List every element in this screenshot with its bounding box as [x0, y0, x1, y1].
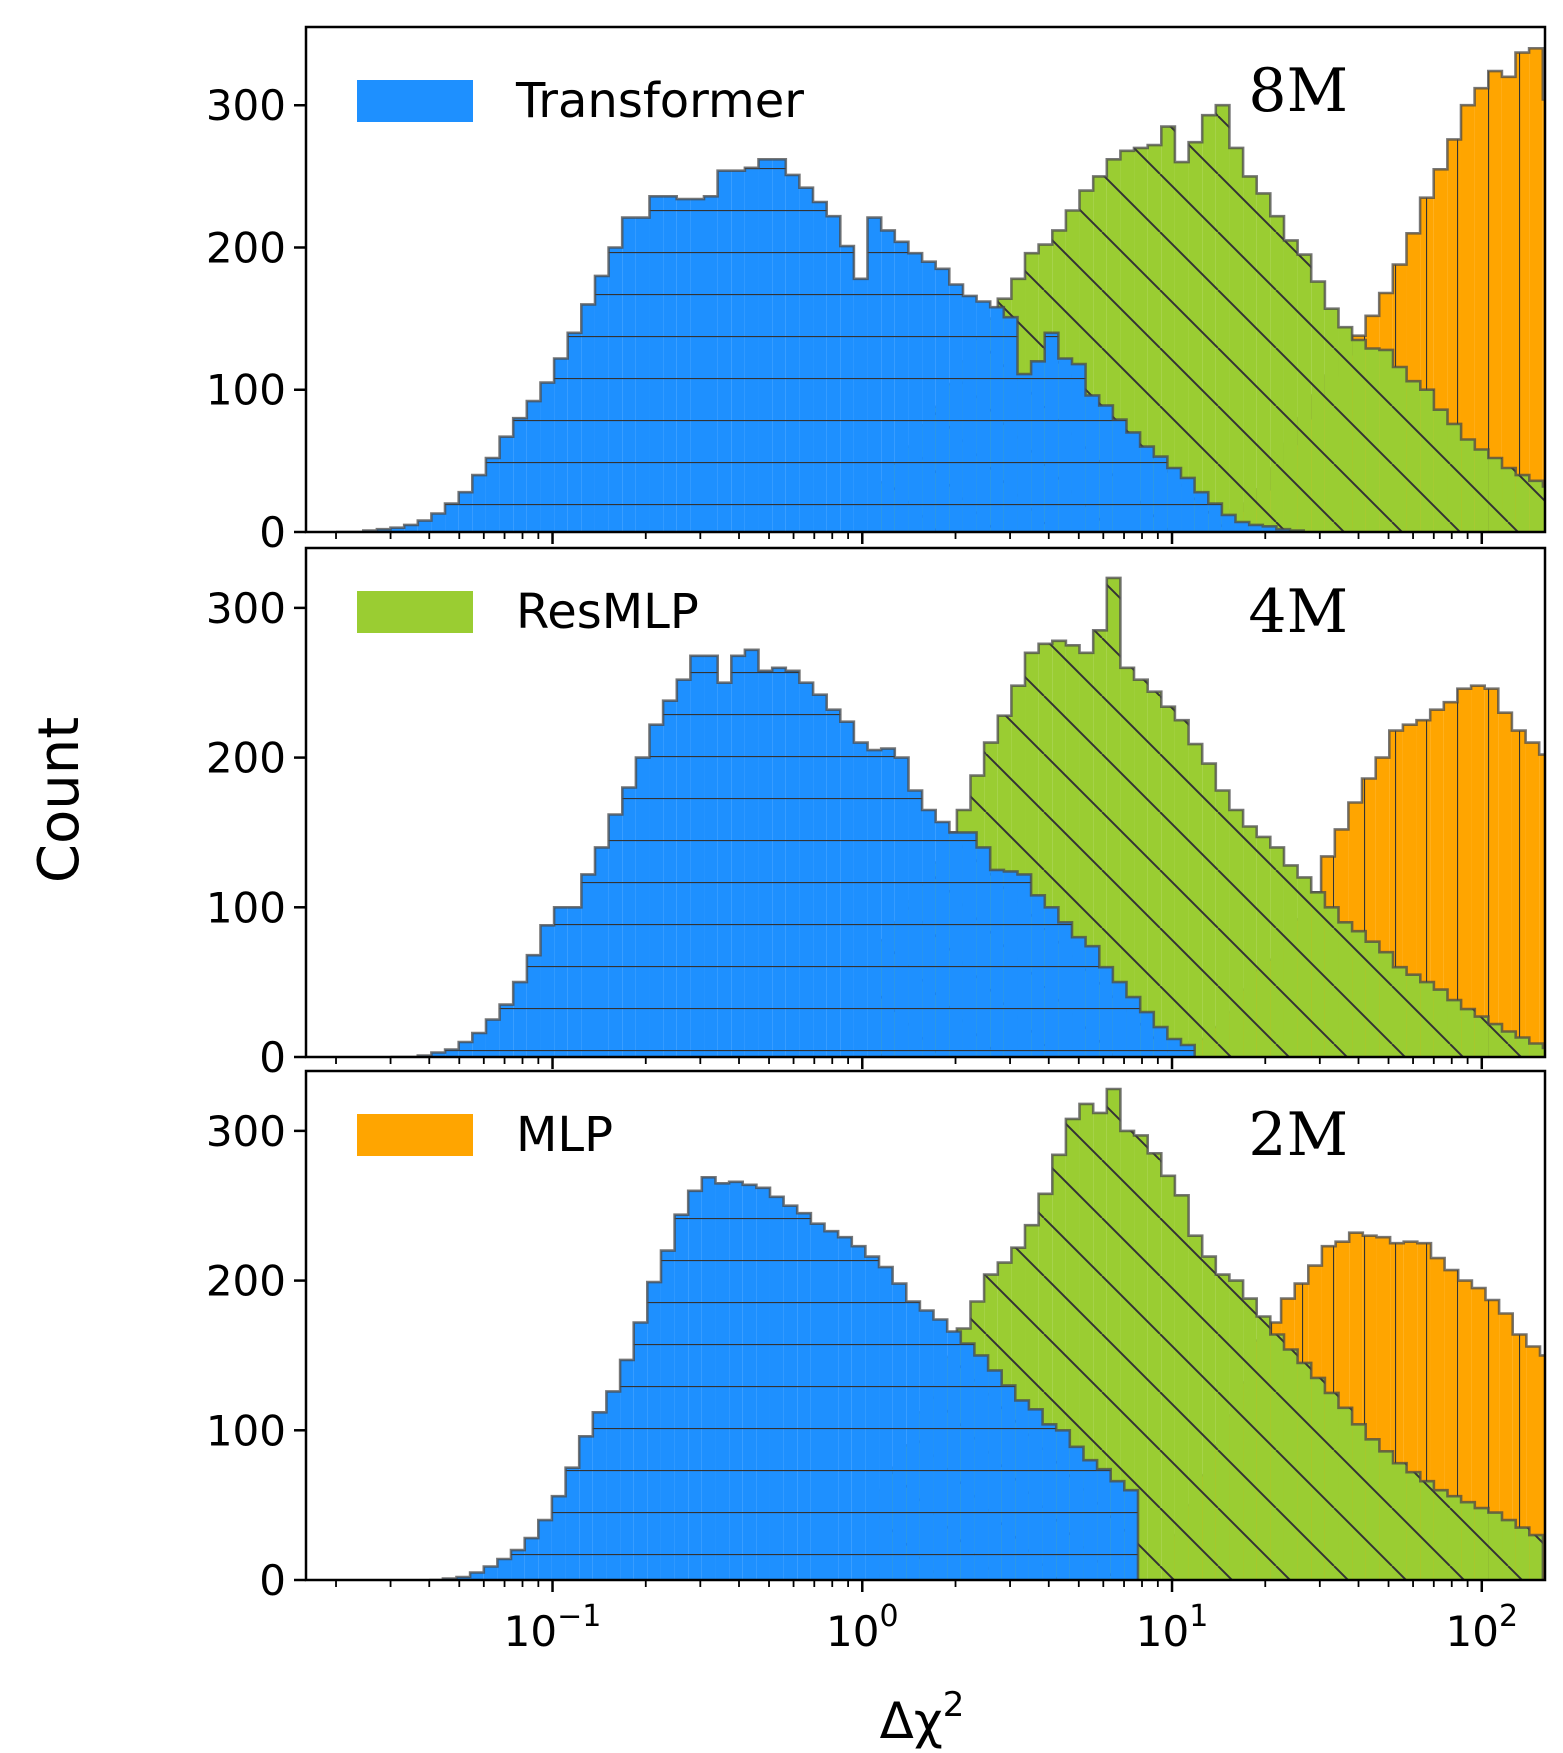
y-tick-label: 200 — [206, 1257, 286, 1306]
y-axis-title: Count — [27, 717, 92, 883]
panel-label: 4M — [1248, 577, 1348, 647]
panel-2M: 0 100 200 300 MLP 2M — [206, 1069, 1563, 1605]
y-tick-label: 100 — [206, 883, 286, 932]
panel-frame — [304, 1069, 1547, 1582]
legend-swatch — [357, 591, 473, 633]
panel-4M: 0 100 200 300 ResMLP 4M — [206, 546, 1563, 1082]
x-tick-label: 10−1 — [504, 1599, 602, 1656]
legend-swatch — [357, 80, 473, 122]
legend-label: ResMLP — [516, 584, 699, 640]
histogram-edge — [873, 576, 1545, 1057]
y-tick-label: 0 — [259, 1556, 286, 1605]
histogram-bar — [1557, 1051, 1563, 1057]
histogram-transformer — [336, 158, 1305, 532]
histogram-bar — [1556, 129, 1563, 532]
histogram-transformer — [429, 1176, 1140, 1580]
y-tick-label: 200 — [206, 223, 286, 272]
histogram-edge — [336, 158, 1305, 532]
x-tick-label: 102 — [1446, 1599, 1519, 1656]
legend-swatch — [357, 1114, 473, 1156]
histogram-edge — [873, 1087, 1545, 1580]
legend-label: MLP — [516, 1107, 613, 1163]
histogram-edge — [429, 1176, 1140, 1580]
y-tick-label: 300 — [206, 584, 286, 633]
panel-frame — [304, 25, 1547, 534]
y-tick-label: 100 — [206, 366, 286, 415]
histogram-edge — [390, 648, 1196, 1057]
x-tick-label: 101 — [1136, 1599, 1209, 1656]
y-tick-label: 300 — [206, 81, 286, 130]
histogram-bar — [1554, 1363, 1563, 1580]
panel-frame — [304, 546, 1547, 1059]
x-axis: 10−1 100 101 102 — [335, 532, 1519, 1656]
y-tick-label: 0 — [259, 1033, 286, 1082]
legend-label: Transformer — [515, 73, 804, 129]
hatch-fill — [390, 649, 1195, 1057]
hatch-fill — [429, 1177, 1138, 1580]
y-tick-label: 200 — [206, 734, 286, 783]
histogram-bar — [1553, 764, 1563, 1057]
panel-label: 8M — [1248, 56, 1348, 126]
y-tick-label: 0 — [259, 508, 286, 557]
y-tick-label: 100 — [206, 1406, 286, 1455]
panel-8M: 0 100 200 300 Transformer 8M — [206, 25, 1563, 557]
x-axis-title: Δχ2 — [880, 1685, 965, 1750]
hatch-fill — [336, 159, 1304, 532]
histogram-transformer — [390, 648, 1196, 1057]
hatch-fill — [1202, 48, 1545, 532]
panel-label: 2M — [1248, 1100, 1348, 1170]
x-tick-label: 100 — [826, 1599, 899, 1656]
y-tick-label: 300 — [206, 1107, 286, 1156]
